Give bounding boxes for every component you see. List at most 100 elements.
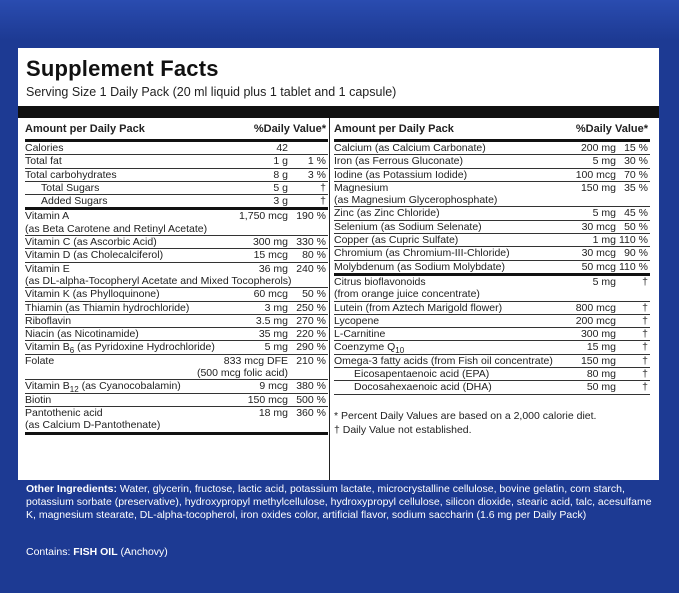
nutrient-amount: 100 mcg — [575, 168, 616, 181]
nutrient-amount: 50 mg — [586, 381, 616, 394]
nutrient-amount: 50 mcg — [581, 260, 616, 273]
nutrient-daily-value: 110 % — [619, 260, 648, 273]
nutrient-amount: 150 mg — [580, 181, 616, 194]
nutrient-name-main: Coenzyme Q — [334, 341, 396, 354]
nutrient-amount: 42 — [276, 142, 288, 154]
nutrient-daily-value: † — [642, 301, 648, 314]
nutrient-row: L-Carnitine 300 mg † — [334, 328, 650, 342]
nutrient-row: Riboflavin 3.5 mg 270 % — [25, 314, 328, 329]
nutrient-daily-value: † — [642, 368, 648, 381]
nutrient-name: Lutein (from Aztech Marigold flower) — [334, 301, 503, 314]
nutrient-name: Vitamin C (as Ascorbic Acid) — [25, 236, 157, 249]
nutrient-row: Total Sugars 5 g † — [25, 181, 328, 196]
nutrient-row: Lycopene 200 mcg † — [334, 314, 650, 329]
contains-allergen: FISH OIL — [73, 546, 118, 558]
nutrient-row: Iodine (as Potassium Iodide) 100 mcg 70 % — [334, 169, 650, 182]
nutrient-daily-value: 80 % — [302, 249, 326, 262]
nutrient-amount: 60 mcg — [253, 288, 288, 301]
ingredients-label: Other Ingredients: — [26, 483, 118, 495]
nutrient-daily-value: 270 % — [296, 314, 326, 327]
nutrient-row: Eicosapentaenoic acid (EPA) 80 mg † — [334, 368, 650, 382]
nutrient-daily-value: 110 % — [619, 234, 648, 247]
nutrient-daily-value: 15 % — [624, 142, 648, 154]
nutrient-amount: 300 mg — [252, 236, 288, 249]
nutrient-daily-value: 290 % — [296, 341, 326, 354]
nutrient-amount: 833 mcg DFE — [223, 354, 288, 367]
nutrient-daily-value: † — [642, 275, 648, 288]
nutrient-daily-value: 30 % — [624, 155, 648, 168]
nutrient-row: Vitamin E (as DL-alpha-Tocopheryl Acetate… — [25, 263, 328, 289]
nutrient-amount: 800 mcg — [575, 301, 616, 314]
nutrient-amount: 1 mg — [592, 234, 616, 247]
nutrient-row: Molybdenum (as Sodium Molybdate) 50 mcg 11… — [334, 261, 650, 276]
nutrient-name: Eicosapentaenoic acid (EPA) — [354, 368, 490, 381]
nutrient-row: Total carbohydrates 8 g 3 % — [25, 169, 328, 182]
nutrient-daily-value: 360 % — [296, 406, 326, 419]
nutrient-row: Pantothenic acid (as Calcium D-Pantothena… — [25, 407, 328, 435]
nutrient-amount: 150 mcg — [247, 393, 288, 406]
nutrient-daily-value: 330 % — [296, 236, 326, 249]
nutrient-name: Magnesium — [334, 181, 389, 194]
nutrient-amount: 1 g — [273, 155, 288, 168]
nutrient-row: Lutein (from Aztech Marigold flower) 800 … — [334, 302, 650, 315]
nutrient-row: Folate 833 mcg DFE (500 mcg folic acid) 210… — [25, 355, 328, 381]
supplement-facts-panel: Supplement Facts Serving Size 1 Daily Pa… — [18, 48, 659, 480]
nutrient-amount: 5 mg — [592, 207, 616, 220]
nutrient-name: Omega-3 fatty acids (from Fish oil conce… — [334, 354, 553, 367]
nutrient-name: Vitamin E — [25, 262, 70, 275]
nutrient-daily-value: 500 % — [296, 393, 326, 406]
nutrient-amount: 30 mcg — [581, 247, 616, 260]
nutrient-name-subscript: 6 — [69, 346, 75, 356]
nutrient-amount: 30 mcg — [581, 220, 616, 233]
nutrient-row: Zinc (as Zinc Chloride) 5 mg 45 % — [334, 207, 650, 221]
nutrient-row: Calcium (as Calcium Carbonate) 200 mg 15 % — [334, 142, 650, 156]
nutrient-name: Docosahexaenoic acid (DHA) — [354, 381, 492, 394]
nutrient-daily-value: 45 % — [624, 207, 648, 220]
contains-statement: Contains: FISH OIL (Anchovy) — [26, 546, 168, 558]
nutrient-daily-value: 210 % — [296, 354, 326, 367]
nutrient-name: L-Carnitine — [334, 328, 386, 341]
nutrient-name: Zinc (as Zinc Chloride) — [334, 207, 440, 220]
nutrient-daily-value: † — [642, 381, 648, 394]
nutrient-amount: 300 mg — [580, 328, 616, 341]
nutrient-name: Vitamin D (as Cholecalciferol) — [25, 249, 164, 262]
nutrient-row: Docosahexaenoic acid (DHA) 50 mg † — [334, 381, 650, 395]
nutrient-row: Magnesium (as Magnesium Glycerophosphate)… — [334, 182, 650, 208]
nutrient-row: Thiamin (as Thiamin hydrochloride) 3 mg 25… — [25, 302, 328, 315]
panel-title: Supplement Facts — [26, 56, 219, 81]
nutrient-daily-value: 1 % — [307, 155, 326, 168]
contains-label: Contains: — [26, 546, 74, 558]
nutrient-amount: 200 mg — [580, 142, 616, 154]
header-bar — [18, 106, 659, 118]
nutrient-source: (from orange juice concentrate) — [334, 288, 480, 301]
nutrient-name: Niacin (as Nicotinamide) — [25, 328, 139, 341]
nutrient-name: Calcium (as Calcium Carbonate) — [334, 142, 486, 154]
nutrient-daily-value: 3 % — [307, 168, 326, 181]
nutrient-amount: 18 mg — [258, 406, 288, 419]
nutrient-name: Vitamin B12 (as Cyanocobalamin) — [25, 380, 181, 396]
nutrient-row: Vitamin A (as Beta Carotene and Retinyl A… — [25, 210, 328, 237]
nutrient-daily-value: 35 % — [624, 181, 648, 194]
other-ingredients: Other Ingredients: Water, glycerin, fruc… — [26, 483, 656, 522]
nutrient-row: Added Sugars 3 g † — [25, 195, 328, 211]
nutrient-daily-value: 70 % — [624, 168, 648, 181]
nutrient-source: (as Calcium D-Pantothenate) — [25, 419, 161, 432]
nutrient-row: Iron (as Ferrous Gluconate) 5 mg 30 % — [334, 155, 650, 169]
right-dv-header: %Daily Value* — [575, 123, 648, 135]
ingredients-text: Water, glycerin, fructose, lactic acid, … — [26, 483, 652, 521]
nutrient-name: Lycopene — [334, 314, 380, 327]
nutrient-amount: 8 g — [273, 168, 288, 181]
nutrient-row: Calories 42 — [25, 142, 328, 156]
nutrient-amount: 3 mg — [264, 301, 288, 314]
nutrient-amount: 80 mg — [586, 368, 616, 381]
nutrient-name: Pantothenic acid — [25, 406, 103, 419]
nutrient-source: (as DL-alpha-Tocopheryl Acetate and Mixe… — [25, 274, 292, 287]
nutrient-name: Biotin — [25, 393, 52, 406]
nutrient-name: Selenium (as Sodium Selenate) — [334, 220, 482, 233]
left-column: Amount per Daily Pack %Daily Value* Calo… — [25, 120, 328, 435]
nutrient-daily-value: † — [320, 195, 326, 208]
left-amount-header: Amount per Daily Pack — [25, 123, 145, 135]
nutrient-name: Added Sugars — [41, 195, 108, 208]
nutrient-name: Total Sugars — [41, 181, 100, 194]
nutrient-row: Vitamin B12 (as Cyanocobalamin) 9 mcg 380 … — [25, 380, 328, 396]
